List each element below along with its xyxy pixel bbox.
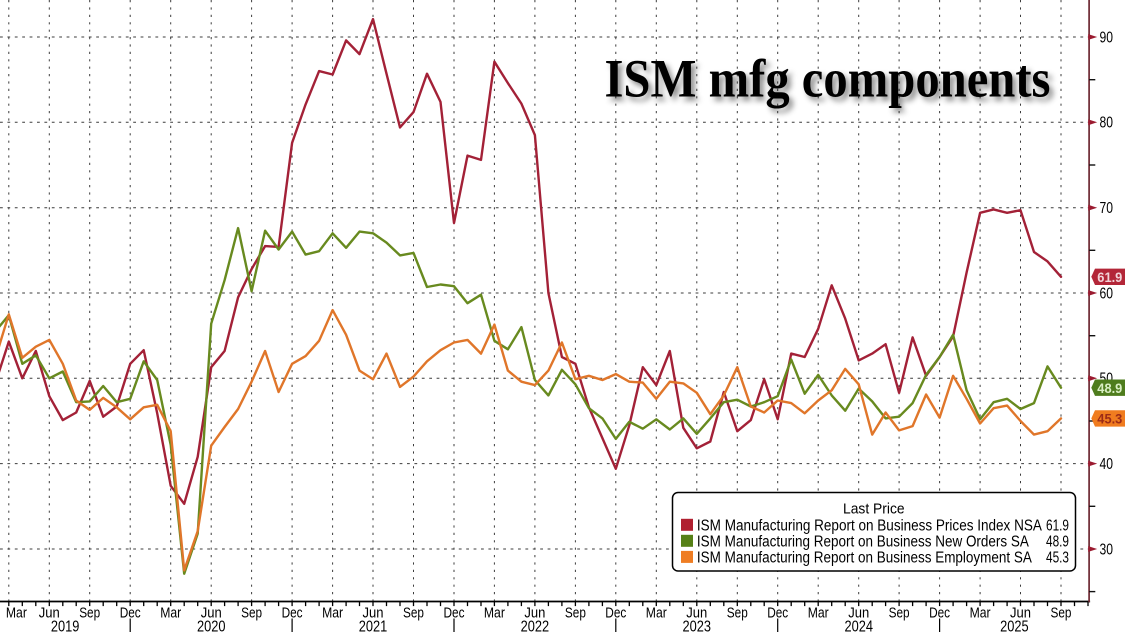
svg-text:61.9: 61.9: [1097, 269, 1122, 285]
svg-text:Jun: Jun: [686, 604, 707, 621]
svg-text:Dec: Dec: [120, 604, 141, 621]
svg-text:2021: 2021: [359, 619, 388, 632]
svg-text:Mar: Mar: [970, 604, 991, 621]
svg-text:Mar: Mar: [6, 604, 27, 621]
svg-text:Sep: Sep: [565, 604, 586, 621]
svg-text:48.9: 48.9: [1097, 380, 1122, 396]
svg-text:Jun: Jun: [524, 604, 545, 621]
svg-text:70: 70: [1100, 200, 1114, 217]
svg-text:Mar: Mar: [646, 604, 667, 621]
svg-text:Jun: Jun: [363, 604, 384, 621]
svg-text:48.9: 48.9: [1046, 533, 1069, 550]
svg-text:Mar: Mar: [484, 604, 505, 621]
svg-text:90: 90: [1100, 29, 1114, 46]
svg-text:2025: 2025: [1000, 619, 1029, 632]
svg-text:ISM Manufacturing Report on Bu: ISM Manufacturing Report on Business New…: [697, 533, 1030, 550]
svg-text:Dec: Dec: [767, 604, 788, 621]
svg-text:Dec: Dec: [282, 604, 303, 621]
svg-text:Sep: Sep: [79, 604, 100, 621]
svg-text:Sep: Sep: [889, 604, 910, 621]
svg-text:2023: 2023: [683, 619, 712, 632]
svg-text:Sep: Sep: [241, 604, 262, 621]
svg-text:Sep: Sep: [403, 604, 424, 621]
svg-text:Jun: Jun: [201, 604, 222, 621]
svg-text:60: 60: [1100, 285, 1114, 302]
svg-text:61.9: 61.9: [1046, 517, 1069, 534]
svg-text:30: 30: [1100, 541, 1114, 558]
svg-text:Jun: Jun: [1010, 604, 1031, 621]
svg-text:Last Price: Last Price: [843, 501, 905, 517]
svg-text:Dec: Dec: [929, 604, 950, 621]
svg-text:Sep: Sep: [727, 604, 748, 621]
svg-text:Mar: Mar: [808, 604, 829, 621]
svg-text:Dec: Dec: [605, 604, 626, 621]
svg-text:40: 40: [1100, 456, 1114, 473]
svg-text:ISM Manufacturing Report on Bu: ISM Manufacturing Report on Business Emp…: [697, 549, 1033, 566]
svg-text:Jun: Jun: [848, 604, 869, 621]
svg-text:Mar: Mar: [160, 604, 181, 621]
svg-text:80: 80: [1100, 115, 1114, 132]
svg-text:Mar: Mar: [322, 604, 343, 621]
svg-text:Dec: Dec: [444, 604, 465, 621]
svg-text:2019: 2019: [51, 619, 80, 632]
svg-text:ISM mfg components: ISM mfg components: [605, 48, 1051, 109]
svg-text:2024: 2024: [844, 619, 873, 632]
svg-text:45.3: 45.3: [1097, 411, 1122, 427]
svg-text:2022: 2022: [521, 619, 550, 632]
svg-text:ISM Manufacturing Report on Bu: ISM Manufacturing Report on Business Pri…: [697, 517, 1043, 534]
svg-text:Sep: Sep: [1051, 604, 1072, 621]
svg-text:45.3: 45.3: [1046, 549, 1069, 566]
svg-text:Jun: Jun: [39, 604, 60, 621]
svg-text:2020: 2020: [197, 619, 226, 632]
